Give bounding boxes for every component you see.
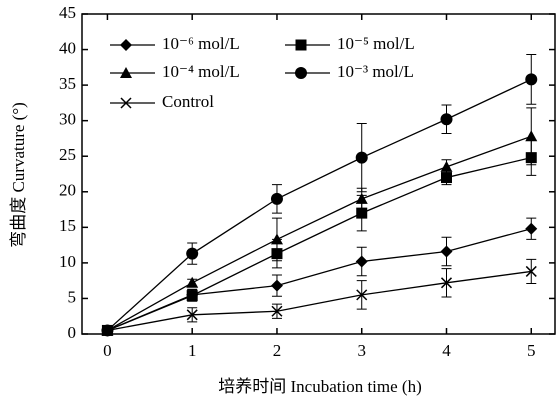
marker	[440, 245, 453, 258]
x-axis-title: 培养时间 Incubation time (h)	[218, 377, 422, 396]
marker	[120, 97, 132, 109]
y-tick-label: 10	[59, 252, 76, 271]
marker	[525, 222, 538, 235]
marker	[440, 277, 453, 289]
y-tick-label: 35	[59, 74, 76, 93]
marker	[186, 309, 198, 321]
legend-label: 10⁻⁶ mol/L	[162, 34, 240, 53]
y-tick-label: 15	[59, 216, 76, 235]
marker	[440, 113, 453, 126]
y-tick-label: 30	[59, 110, 76, 129]
x-tick-label: 5	[527, 341, 536, 360]
plot-frame	[81, 13, 556, 335]
y-tick-label: 20	[59, 181, 76, 200]
marker	[440, 172, 452, 184]
series-line	[106, 78, 532, 331]
legend-label: 10⁻⁵ mol/L	[337, 34, 415, 53]
marker	[186, 276, 199, 288]
y-tick-label: 40	[59, 38, 76, 57]
x-tick-label: 4	[442, 341, 451, 360]
marker	[295, 39, 307, 51]
y-tick-label: 25	[59, 145, 76, 164]
marker	[120, 67, 132, 78]
marker	[525, 265, 537, 277]
marker	[101, 324, 113, 336]
marker	[356, 289, 368, 301]
x-tick-label: 1	[188, 341, 197, 360]
legend-label: 10⁻³ mol/L	[337, 62, 414, 81]
marker	[270, 279, 283, 292]
legend-label: 10⁻⁴ mol/L	[162, 62, 240, 81]
series-line	[107, 270, 532, 332]
marker	[270, 233, 283, 245]
marker	[355, 192, 368, 204]
x-tick-label: 0	[103, 341, 112, 360]
y-tick-label: 0	[68, 323, 77, 342]
marker	[186, 247, 199, 260]
marker	[355, 255, 368, 268]
y-axis-title: 弯曲度 Curvature (°)	[9, 102, 28, 248]
series-line	[107, 135, 532, 332]
x-tick-label: 2	[273, 341, 282, 360]
series-line	[107, 157, 532, 332]
legend-label: Control	[162, 92, 214, 111]
marker	[356, 207, 368, 219]
marker	[120, 39, 132, 51]
marker	[525, 130, 538, 142]
marker	[270, 192, 283, 205]
y-tick-label: 45	[59, 3, 76, 22]
marker	[186, 290, 198, 302]
x-tick-label: 3	[357, 341, 366, 360]
marker	[271, 305, 283, 317]
marker	[355, 151, 368, 164]
marker	[525, 73, 538, 86]
marker	[440, 160, 453, 172]
marker	[295, 67, 307, 79]
y-tick-label: 5	[68, 287, 77, 306]
